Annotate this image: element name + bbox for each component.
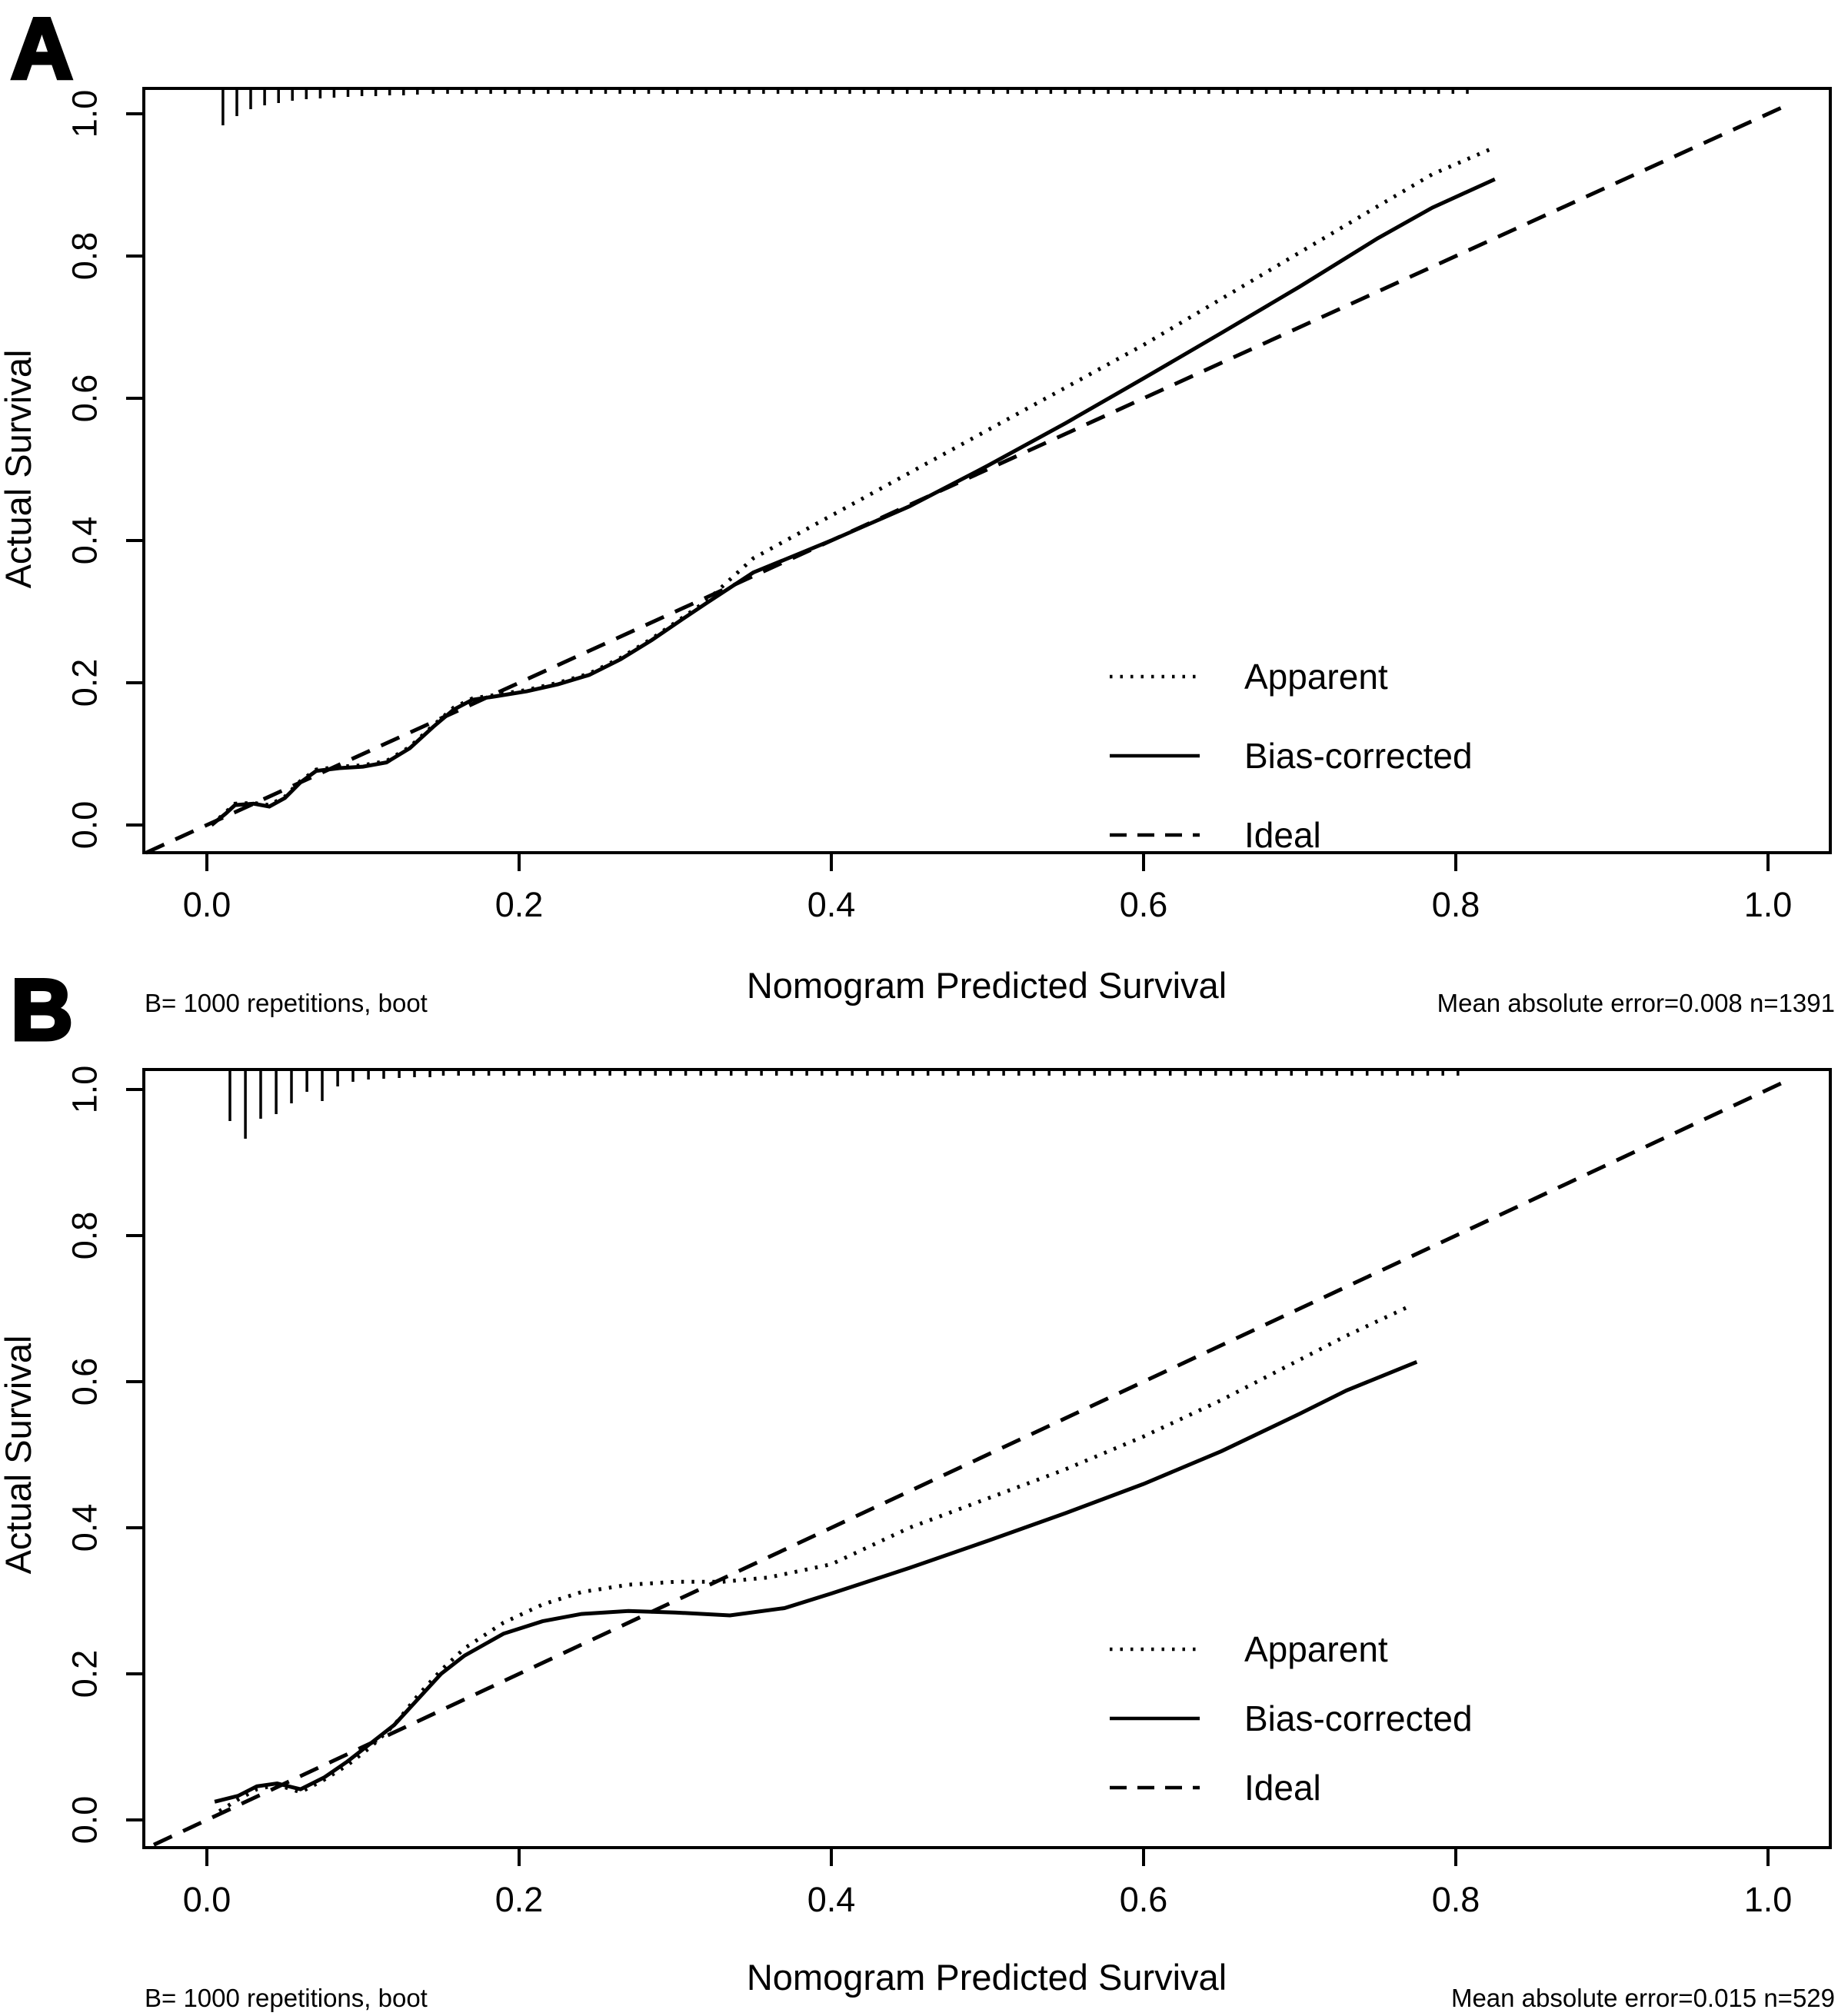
y-tick-label: 0.2 <box>65 659 105 707</box>
x-tick-label: 0.4 <box>807 885 856 924</box>
legend-ideal-label: Ideal <box>1244 815 1321 855</box>
legend-ideal-label: Ideal <box>1244 1768 1321 1808</box>
x-tick-label: 1.0 <box>1744 1880 1793 1919</box>
x-tick-label: 0.0 <box>183 885 231 924</box>
y-tick-label: 0.2 <box>65 1650 105 1698</box>
x-tick-label: 0.8 <box>1432 885 1480 924</box>
panel-b-x-axis-title: Nomogram Predicted Survival <box>747 1957 1227 1998</box>
x-tick-label: 0.2 <box>495 1880 544 1919</box>
x-tick-label: 0.0 <box>183 1880 231 1919</box>
x-tick-label: 0.2 <box>495 885 544 924</box>
panel-a-footnote-right: Mean absolute error=0.008 n=1391 <box>1437 989 1835 1017</box>
ideal-curve <box>145 105 1785 855</box>
panel-a-footnote-left: B= 1000 repetitions, boot <box>145 989 428 1017</box>
x-tick-label: 0.4 <box>807 1880 856 1919</box>
panel-a-x-axis-title: Nomogram Predicted Survival <box>747 965 1227 1006</box>
apparent-curve <box>210 147 1493 827</box>
y-tick-label: 1.0 <box>65 1066 105 1114</box>
axes: 0.0 0.0 0.2 0.2 0.4 0.4 0.6 0.6 0.8 0.8 1.0 1.0 <box>65 1066 1793 1919</box>
panel-a-letter: A <box>11 1 73 97</box>
panel-b-labels: B Nomogram Predicted Survival Actual Sur… <box>0 960 1835 2013</box>
legend-bias-corrected-label: Bias-corrected <box>1244 1698 1473 1738</box>
x-tick-label: 0.6 <box>1120 885 1168 924</box>
panel-a-labels: A Nomogram Predicted Survival Actual Sur… <box>0 0 1835 1017</box>
x-tick-label: 0.6 <box>1120 1880 1168 1919</box>
y-tick-label: 1.0 <box>65 90 105 138</box>
bias-corrected-curve <box>210 177 1496 827</box>
x-tick-label: 1.0 <box>1744 885 1793 924</box>
panel-b-letter: B <box>11 962 73 1058</box>
y-tick-label: 0.6 <box>65 374 105 423</box>
y-tick-label: 0.8 <box>65 1212 105 1260</box>
apparent-curve <box>218 1303 1413 1813</box>
y-tick-label: 0.4 <box>65 517 105 565</box>
panel-a-plot: 0.0 0.0 0.2 0.2 0.4 0.4 0.6 0.6 0.8 0.8 1.0 1.0 <box>65 87 1832 924</box>
y-tick-label: 0.0 <box>65 1796 105 1845</box>
axes: 0.0 0.0 0.2 0.2 0.4 0.4 0.6 0.6 0.8 0.8 1.0 1.0 <box>65 90 1793 924</box>
y-tick-label: 0.0 <box>65 801 105 850</box>
y-tick-label: 0.4 <box>65 1504 105 1552</box>
panel-b-plot: 0.0 0.0 0.2 0.2 0.4 0.4 0.6 0.6 0.8 0.8 1.0 1.0 <box>65 1066 1832 1919</box>
panel-b-footnote-left: B= 1000 repetitions, boot <box>145 1984 428 2012</box>
legend-bias-corrected-label: Bias-corrected <box>1244 736 1473 776</box>
panel-a-legend: Apparent Bias-corrected Ideal <box>1110 657 1473 855</box>
panel-a-y-axis-title: Actual Survival <box>0 350 38 589</box>
predicted-probability-rug <box>221 88 1469 125</box>
legend-apparent-label: Apparent <box>1244 657 1388 697</box>
plot-border <box>142 1068 1832 1849</box>
legend-apparent-label: Apparent <box>1244 1629 1388 1669</box>
ideal-curve <box>152 1080 1785 1847</box>
predicted-probability-rug <box>228 1070 1460 1139</box>
panel-b-legend: Apparent Bias-corrected Ideal <box>1110 1629 1473 1808</box>
y-tick-label: 0.6 <box>65 1358 105 1406</box>
x-tick-label: 0.8 <box>1432 1880 1480 1919</box>
panel-b-y-axis-title: Actual Survival <box>0 1336 38 1575</box>
plot-border <box>142 87 1832 854</box>
bias-corrected-curve <box>214 1359 1418 1804</box>
y-tick-label: 0.8 <box>65 232 105 281</box>
panel-b-footnote-right: Mean absolute error=0.015 n=529 <box>1451 1984 1835 2012</box>
